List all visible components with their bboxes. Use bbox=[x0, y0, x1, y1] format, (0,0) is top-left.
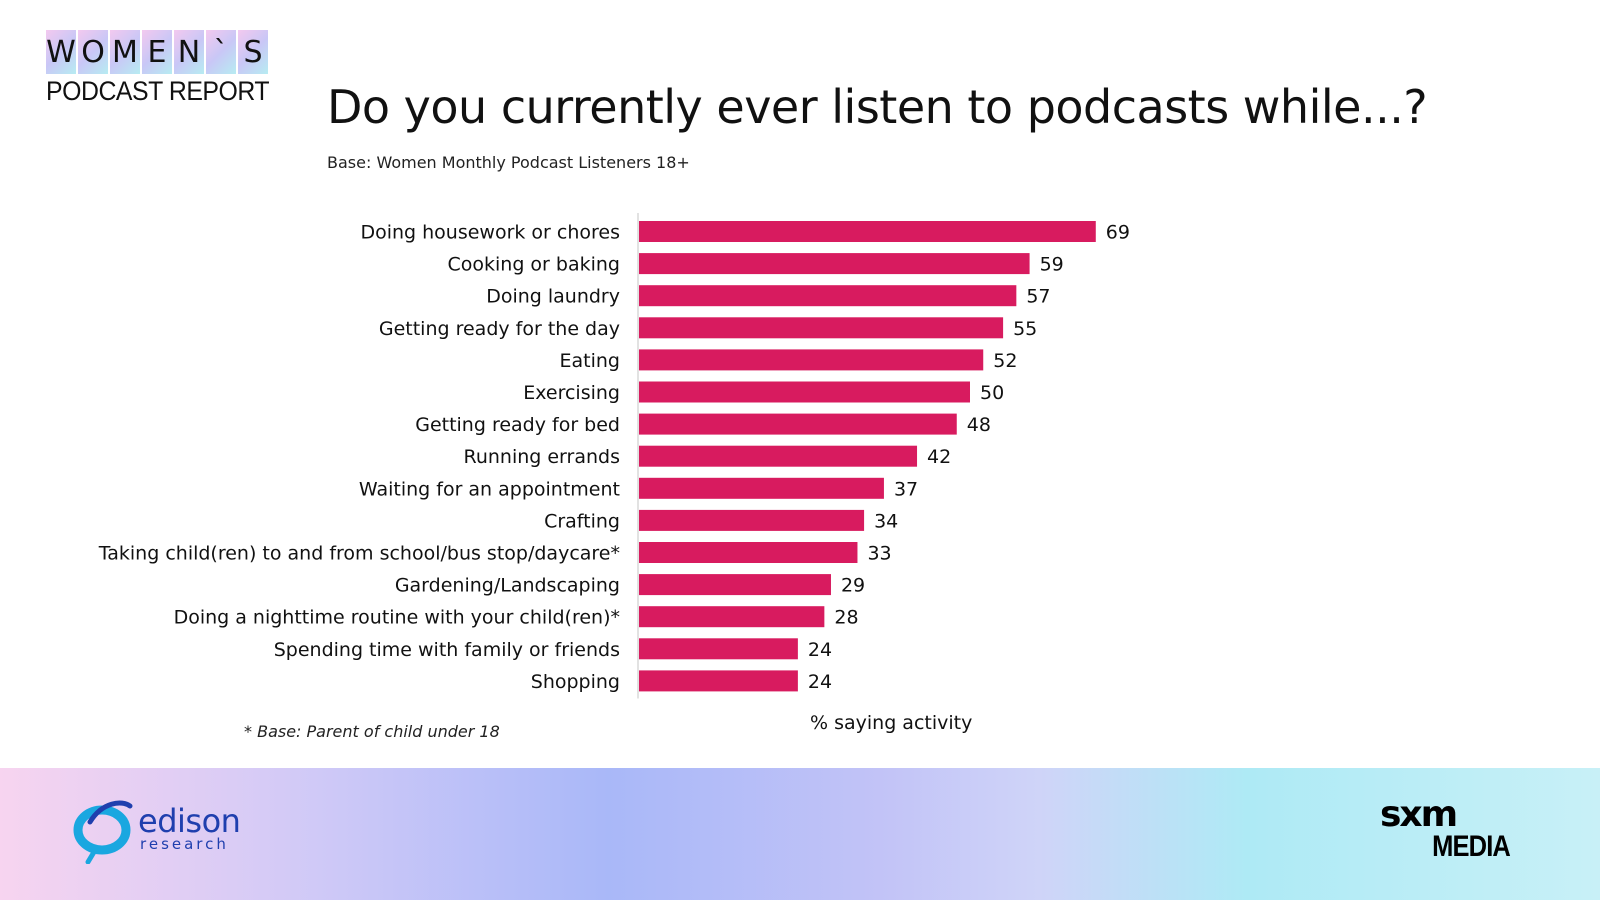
x-axis-label: % saying activity bbox=[810, 712, 973, 734]
bar-chart: Doing housework or chores 69 Cooking or ba… bbox=[98, 213, 1130, 699]
bar bbox=[639, 509, 865, 531]
brand-subtitle: PODCAST REPORT bbox=[46, 76, 270, 106]
bar bbox=[639, 574, 831, 596]
bar bbox=[639, 670, 798, 692]
category-label: Getting ready for bed bbox=[415, 414, 620, 436]
bar bbox=[639, 638, 798, 660]
edison-sub: research bbox=[140, 834, 229, 853]
data-label: 55 bbox=[1013, 318, 1037, 340]
sxm-wordmark: sxm bbox=[1380, 794, 1458, 835]
category-label: Doing a nighttime routine with your chil… bbox=[174, 607, 620, 629]
category-label: Crafting bbox=[544, 510, 620, 532]
bar bbox=[639, 253, 1030, 275]
brand-letter: S bbox=[238, 30, 268, 74]
data-label: 50 bbox=[980, 382, 1004, 404]
data-label: 29 bbox=[841, 575, 865, 597]
data-label: 42 bbox=[927, 446, 951, 468]
data-label: 34 bbox=[874, 510, 898, 532]
bar bbox=[639, 285, 1017, 307]
chart-title: Do you currently ever listen to podcasts… bbox=[327, 80, 1428, 134]
data-label: 69 bbox=[1106, 222, 1130, 244]
category-label: Spending time with family or friends bbox=[274, 639, 620, 661]
category-label: Waiting for an appointment bbox=[359, 478, 620, 500]
category-label: Exercising bbox=[523, 382, 620, 404]
footnote: * Base: Parent of child under 18 bbox=[244, 722, 500, 741]
category-label: Gardening/Landscaping bbox=[395, 575, 620, 597]
brand-letter: W bbox=[46, 30, 76, 74]
data-label: 24 bbox=[808, 671, 832, 693]
data-label: 33 bbox=[867, 543, 891, 565]
category-label: Doing housework or chores bbox=[360, 222, 620, 244]
bar bbox=[639, 381, 970, 403]
bar bbox=[639, 221, 1096, 242]
category-label: Cooking or baking bbox=[447, 254, 620, 276]
base-note: Base: Women Monthly Podcast Listeners 18… bbox=[327, 153, 690, 172]
category-label: Taking child(ren) to and from school/bus… bbox=[98, 543, 620, 565]
category-label: Eating bbox=[560, 350, 620, 372]
category-label: Doing laundry bbox=[486, 286, 620, 308]
bar bbox=[639, 477, 884, 499]
data-label: 48 bbox=[967, 414, 991, 436]
bar bbox=[639, 349, 984, 371]
data-label: 28 bbox=[834, 607, 858, 629]
data-label: 37 bbox=[894, 478, 918, 500]
brand-letter: O bbox=[78, 30, 108, 74]
category-label: Getting ready for the day bbox=[379, 318, 620, 340]
brand-letter: ` bbox=[206, 30, 236, 74]
bar bbox=[639, 542, 858, 563]
womens-podcast-report-logo: W O M E N ` S PODCAST REPORT bbox=[46, 30, 289, 107]
bar bbox=[639, 445, 918, 467]
data-label: 57 bbox=[1026, 286, 1050, 308]
category-label: Shopping bbox=[531, 671, 620, 693]
womens-wordmark: W O M E N ` S bbox=[46, 30, 289, 74]
brand-letter: M bbox=[110, 30, 140, 74]
category-label: Running errands bbox=[463, 446, 620, 468]
data-label: 52 bbox=[993, 350, 1017, 372]
edison-research-logo: edison research bbox=[72, 792, 241, 864]
brand-letter: E bbox=[142, 30, 172, 74]
footer-band: edison research sxm MEDIA bbox=[0, 768, 1600, 900]
media-wordmark: MEDIA bbox=[1432, 830, 1511, 863]
bar bbox=[639, 606, 825, 628]
brand-letter: N bbox=[174, 30, 204, 74]
data-label: 24 bbox=[808, 639, 832, 661]
edison-swirl-icon bbox=[73, 800, 133, 864]
sxm-media-logo: sxm MEDIA bbox=[1380, 794, 1511, 863]
bar bbox=[639, 413, 957, 435]
bar bbox=[639, 317, 1004, 339]
edison-name: edison bbox=[138, 801, 241, 840]
data-label: 59 bbox=[1040, 254, 1064, 276]
